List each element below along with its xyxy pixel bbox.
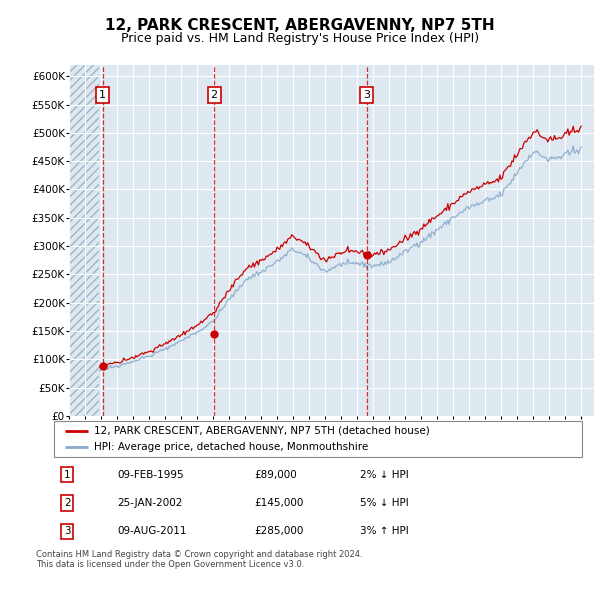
Text: 1: 1 [99, 90, 106, 100]
Text: 09-AUG-2011: 09-AUG-2011 [118, 526, 187, 536]
Polygon shape [69, 65, 100, 416]
Text: 1: 1 [64, 470, 71, 480]
FancyBboxPatch shape [54, 421, 582, 457]
Text: 2: 2 [211, 90, 218, 100]
Text: 5% ↓ HPI: 5% ↓ HPI [360, 498, 409, 508]
Text: 2: 2 [64, 498, 71, 508]
Text: 12, PARK CRESCENT, ABERGAVENNY, NP7 5TH (detached house): 12, PARK CRESCENT, ABERGAVENNY, NP7 5TH … [94, 426, 430, 436]
Text: 3: 3 [64, 526, 71, 536]
Text: 12, PARK CRESCENT, ABERGAVENNY, NP7 5TH: 12, PARK CRESCENT, ABERGAVENNY, NP7 5TH [105, 18, 495, 33]
Text: HPI: Average price, detached house, Monmouthshire: HPI: Average price, detached house, Monm… [94, 442, 368, 452]
Text: £145,000: £145,000 [254, 498, 304, 508]
Text: 3: 3 [363, 90, 370, 100]
Text: 3% ↑ HPI: 3% ↑ HPI [360, 526, 409, 536]
Text: £89,000: £89,000 [254, 470, 298, 480]
Text: 09-FEB-1995: 09-FEB-1995 [118, 470, 184, 480]
Text: 2% ↓ HPI: 2% ↓ HPI [360, 470, 409, 480]
Text: 25-JAN-2002: 25-JAN-2002 [118, 498, 183, 508]
Text: Contains HM Land Registry data © Crown copyright and database right 2024.
This d: Contains HM Land Registry data © Crown c… [36, 550, 362, 569]
Text: £285,000: £285,000 [254, 526, 304, 536]
Text: Price paid vs. HM Land Registry's House Price Index (HPI): Price paid vs. HM Land Registry's House … [121, 32, 479, 45]
